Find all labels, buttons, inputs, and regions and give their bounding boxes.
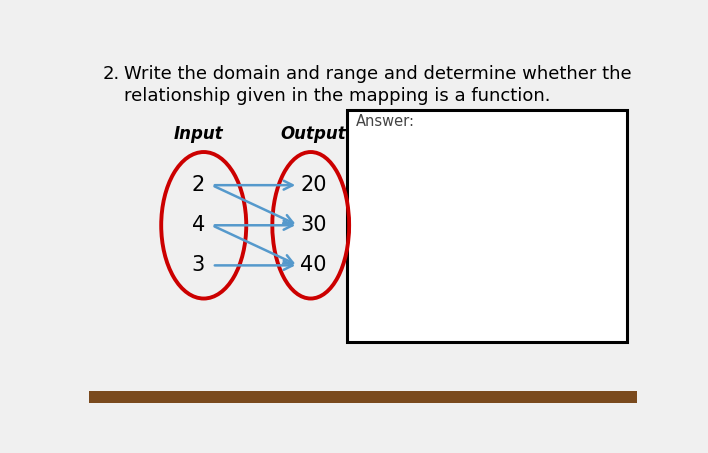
Text: 2: 2 [192, 175, 205, 195]
Text: 20: 20 [300, 175, 326, 195]
Text: Input: Input [173, 125, 223, 143]
Text: 2.: 2. [102, 65, 120, 83]
Text: 4: 4 [192, 215, 205, 235]
Text: Write the domain and range and determine whether the: Write the domain and range and determine… [124, 65, 632, 83]
Bar [88, 391, 637, 403]
Text: 30: 30 [300, 215, 326, 235]
Text: 40: 40 [300, 255, 326, 275]
Text: relationship given in the mapping is a function.: relationship given in the mapping is a f… [124, 87, 551, 106]
Text: Output: Output [280, 125, 346, 143]
Text: Answer:: Answer: [355, 114, 415, 130]
Text: 3: 3 [192, 255, 205, 275]
Bar [348, 110, 627, 342]
